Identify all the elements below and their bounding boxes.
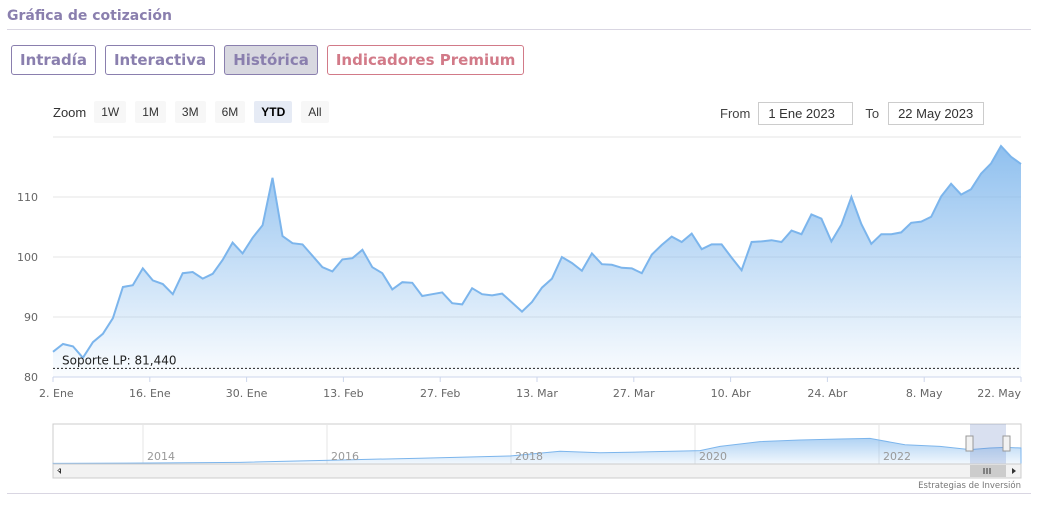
tab-historica[interactable]: Histórica [224, 45, 318, 75]
date-range: From 1 Ene 2023 To 22 May 2023 [720, 102, 985, 125]
section-title: Gráfica de cotización [7, 8, 172, 24]
x-tick-label: 27. Feb [420, 387, 460, 400]
y-tick-label: 90 [24, 311, 38, 324]
x-tick-label: 27. Mar [613, 387, 655, 400]
scroll-right-arrow-icon[interactable] [1012, 468, 1016, 474]
scroll-left-arrow-icon[interactable] [57, 468, 61, 474]
navigator-year-label: 2020 [699, 450, 727, 463]
to-date-input[interactable]: 22 May 2023 [888, 102, 985, 125]
x-tick-label: 8. May [906, 387, 943, 400]
zoom-all-button[interactable]: All [301, 101, 329, 123]
x-tick-label: 16. Ene [129, 387, 171, 400]
tab-indicadores-premium[interactable]: Indicadores Premium [326, 45, 525, 75]
navigator-selection[interactable] [970, 424, 1006, 464]
footer-divider [7, 493, 1031, 494]
navigator-year-label: 2016 [331, 450, 359, 463]
x-tick-label: 2. Ene [39, 387, 74, 400]
scrollbar-grip-icon [983, 468, 991, 474]
zoom-ytd-button[interactable]: YTD [254, 101, 293, 123]
tab-intradia[interactable]: Intradía [11, 45, 96, 75]
navigator-year-label: 2018 [515, 450, 543, 463]
zoom-6m-button[interactable]: 6M [214, 101, 246, 123]
y-tick-label: 80 [24, 371, 38, 384]
x-tick-label: 22. May [977, 387, 1021, 400]
x-tick-label: 13. Feb [323, 387, 363, 400]
zoom-1w-button[interactable]: 1W [94, 101, 127, 123]
x-tick-label: 30. Ene [226, 387, 268, 400]
zoom-selector: Zoom 1W 1M 3M 6M YTD All [53, 101, 338, 123]
y-axis-labels: 80 90 100 110 [17, 191, 38, 384]
x-tick-label: 10. Abr [711, 387, 751, 400]
zoom-label: Zoom [53, 104, 87, 120]
price-area-fill [53, 146, 1021, 377]
navigator-year-label: 2022 [883, 450, 911, 463]
price-line[interactable] [52, 144, 1022, 360]
tab-interactiva[interactable]: Interactiva [104, 45, 216, 75]
x-axis-labels: 2. Ene 16. Ene 30. Ene 13. Feb 27. Feb 13. Ma… [39, 377, 1022, 400]
scrollbar-thumb[interactable] [970, 465, 1006, 477]
navigator-right-handle[interactable] [1002, 435, 1011, 452]
to-label: To [865, 106, 880, 121]
title-divider [7, 29, 1031, 30]
navigator-year-labels: 2014 2016 2018 2020 2022 [147, 450, 911, 463]
navigator-year-label: 2014 [147, 450, 175, 463]
navigator[interactable]: 2014 2016 2018 2020 2022 [52, 423, 1022, 479]
chart-tabs: Intradía Interactiva Histórica Indicador… [11, 45, 525, 75]
from-date-input[interactable]: 1 Ene 2023 [758, 102, 854, 125]
zoom-3m-button[interactable]: 3M [174, 101, 206, 123]
x-tick-label: 13. Mar [516, 387, 558, 400]
navigator-left-handle[interactable] [965, 435, 974, 452]
from-label: From [720, 106, 751, 121]
y-tick-label: 100 [17, 251, 38, 264]
x-tick-label: 24. Abr [807, 387, 847, 400]
zoom-1m-button[interactable]: 1M [135, 101, 166, 123]
credits-label: Estrategias de Inversión [918, 480, 1021, 491]
support-line-label: Soporte LP: 81,440 [62, 353, 177, 367]
y-tick-label: 110 [17, 191, 38, 204]
navigator-scrollbar[interactable] [52, 463, 1022, 479]
navigator-series [52, 437, 1022, 465]
